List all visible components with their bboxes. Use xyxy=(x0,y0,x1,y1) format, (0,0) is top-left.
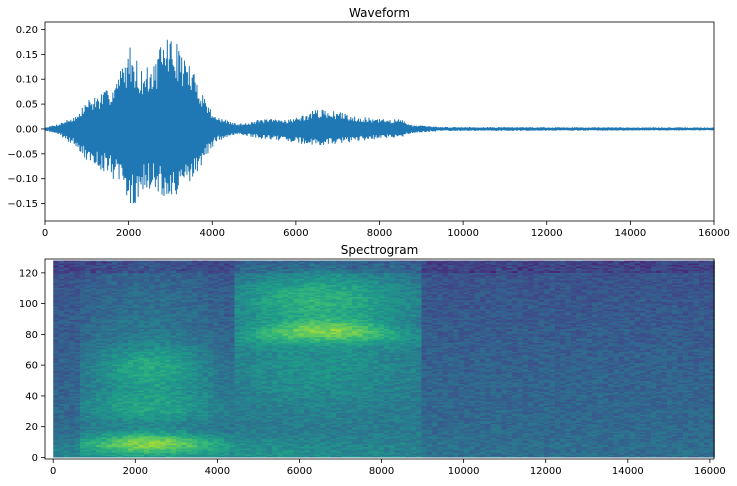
spectrogram-y-tick-label: 100 xyxy=(19,299,38,310)
spectrogram-x-tick-label: 8000 xyxy=(369,466,394,477)
spectrogram-x-tick-label: 10000 xyxy=(448,466,480,477)
waveform-x-tick-label: 6000 xyxy=(283,228,308,239)
waveform-x-axis: 0 2000 4000 6000 8000 10000 12000 14000 16000 xyxy=(42,221,730,239)
spectrogram-y-tick-label: 80 xyxy=(25,330,38,341)
waveform-x-tick-label: 4000 xyxy=(200,228,225,239)
waveform-y-axis: 0.20 0.15 0.10 0.05 0.00 −0.05 −0.10 −0.15 xyxy=(7,25,45,210)
waveform-x-tick-label: 8000 xyxy=(367,228,392,239)
waveform-x-tick-label: 10000 xyxy=(447,228,479,239)
spectrogram-y-tick-label: 120 xyxy=(19,268,38,279)
spectrogram-y-tick-label: 0 xyxy=(32,453,38,464)
waveform-y-tick-label: −0.15 xyxy=(7,199,38,210)
spectrogram-x-tick-label: 0 xyxy=(50,466,56,477)
spectrogram-y-tick-label: 40 xyxy=(25,391,38,402)
spectrogram-plot-area xyxy=(53,260,715,458)
spectrogram-frame xyxy=(44,258,715,460)
waveform-y-tick-label: 0.15 xyxy=(16,50,38,61)
waveform-x-tick-label: 14000 xyxy=(614,228,646,239)
waveform-y-tick-label: −0.05 xyxy=(7,149,38,160)
spectrogram-y-axis: 120 100 80 60 40 20 0 xyxy=(19,268,45,464)
spectrogram-y-tick-label: 20 xyxy=(25,422,38,433)
waveform-y-tick-label: 0.05 xyxy=(16,100,38,111)
spectrogram-x-axis: 0 2000 4000 6000 8000 10000 12000 14000 16000 xyxy=(50,459,726,477)
waveform-plot-area xyxy=(45,39,714,204)
spectrogram-title: Spectrogram xyxy=(341,243,419,257)
spectrogram-x-tick-label: 16000 xyxy=(694,466,726,477)
waveform-x-tick-label: 12000 xyxy=(531,228,563,239)
waveform-y-tick-label: 0.20 xyxy=(16,25,38,36)
spectrogram-x-tick-label: 14000 xyxy=(612,466,644,477)
waveform-title: Waveform xyxy=(349,6,410,20)
spectrogram-x-tick-label: 2000 xyxy=(123,466,148,477)
waveform-y-tick-label: 0.10 xyxy=(16,75,38,86)
waveform-y-tick-label: 0.00 xyxy=(16,124,38,135)
waveform-line xyxy=(45,39,714,204)
waveform-x-tick-label: 2000 xyxy=(116,228,141,239)
spectrogram-x-tick-label: 4000 xyxy=(205,466,230,477)
waveform-x-tick-label: 16000 xyxy=(698,228,730,239)
waveform-y-tick-label: −0.10 xyxy=(7,174,38,185)
waveform-x-tick-label: 0 xyxy=(42,228,48,239)
spectrogram-image xyxy=(53,260,715,458)
spectrogram-x-tick-label: 6000 xyxy=(287,466,312,477)
spectrogram-y-tick-label: 60 xyxy=(25,361,38,372)
spectrogram-x-tick-label: 12000 xyxy=(530,466,562,477)
